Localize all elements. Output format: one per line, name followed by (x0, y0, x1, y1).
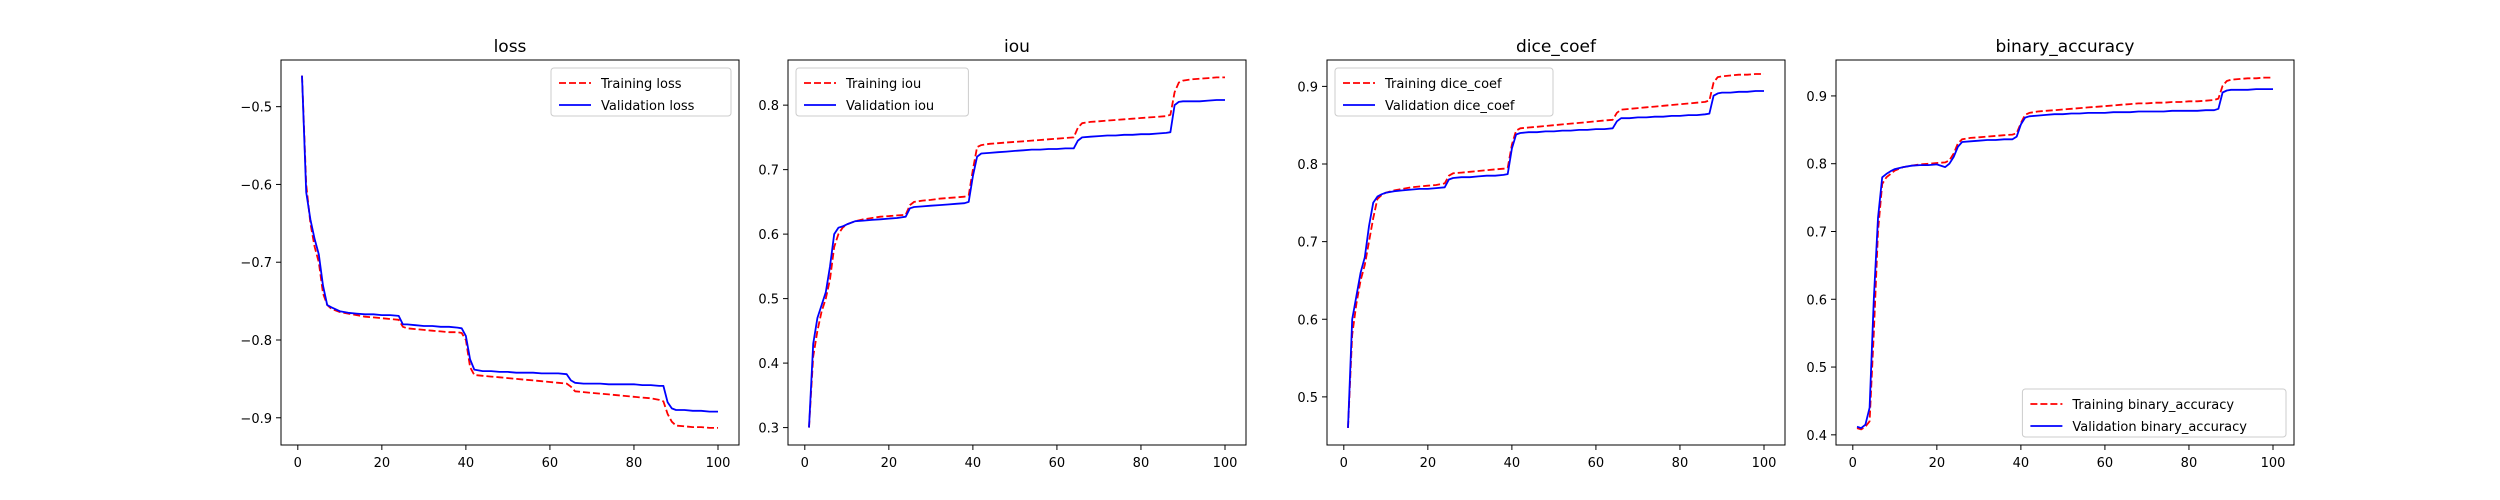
x-tick-label: 20 (374, 456, 391, 471)
series-line-training-binary-accuracy (1856, 76, 2273, 431)
subplot-iou: iou 0 20 40 60 80 100 0.3 0.4 0.5 0.6 0.7 0.8 Trainin… (758, 37, 1247, 471)
y-tick-label: 0.5 (758, 293, 779, 308)
series-line-validation-dice-coef (1347, 90, 1764, 428)
series-line-training-loss (301, 75, 718, 429)
x-tick-label: 40 (1504, 456, 1521, 471)
y-tick-label: 0.5 (1806, 361, 1827, 376)
x-tick-label: 100 (2261, 456, 2286, 471)
y-tick-label: 0.9 (1297, 80, 1318, 95)
legend-label: Training dice_coef (1384, 77, 1502, 92)
subplot-dice-coef: dice_coef 0 20 40 60 80 100 0.5 0.6 0.7 0.8 0.9 Trai… (1297, 37, 1786, 471)
plot-frame (1326, 59, 1786, 446)
plot-frame (787, 59, 1247, 446)
legend-label: Validation iou (846, 99, 934, 114)
y-tick-label: 0.7 (758, 164, 779, 179)
y-tick-label: 0.4 (758, 357, 779, 372)
y-tick-label: 0.4 (1806, 429, 1827, 444)
x-tick-label: 80 (2181, 456, 2198, 471)
x-tick-label: 100 (1752, 456, 1777, 471)
legend: Training iou Validation iou (795, 67, 969, 117)
x-tick-label: 80 (626, 456, 643, 471)
x-tick-label: 60 (1049, 456, 1066, 471)
series-line-validation-iou (808, 99, 1225, 428)
x-tick-label: 60 (2097, 456, 2114, 471)
legend-label: Validation loss (601, 99, 695, 114)
y-tick-label: 0.6 (758, 228, 779, 243)
x-tick-label: 20 (1929, 456, 1946, 471)
legend: Training loss Validation loss (550, 67, 732, 117)
y-tick-label: 0.8 (758, 99, 779, 114)
x-tick-label: 40 (458, 456, 475, 471)
plot-frame (1835, 59, 2295, 446)
x-tick-label: 100 (1213, 456, 1238, 471)
subplot-binary-accuracy: binary_accuracy 0 20 40 60 80 100 0.4 0.5 0.6 0.7 0… (1806, 37, 2295, 471)
legend-box (795, 67, 969, 117)
x-tick-label: 80 (1672, 456, 1689, 471)
y-tick-label: 0.7 (1806, 225, 1827, 240)
series-line-training-iou (808, 76, 1225, 428)
y-tick-label: 0.8 (1806, 158, 1827, 173)
y-tick-label: −0.9 (240, 412, 272, 427)
series-line-validation-loss (301, 75, 718, 413)
y-tick-label: 0.6 (1297, 313, 1318, 328)
legend-box (1334, 67, 1554, 117)
y-tick-label: 0.7 (1297, 236, 1318, 251)
legend: Training dice_coef Validation dice_coef (1334, 67, 1554, 117)
x-tick-label: 80 (1133, 456, 1150, 471)
plot-frame (280, 59, 740, 446)
x-tick-label: 20 (881, 456, 898, 471)
subplot-title: loss (494, 37, 527, 57)
y-tick-label: −0.7 (240, 256, 272, 271)
x-tick-label: 60 (1588, 456, 1605, 471)
y-tick-label: −0.5 (240, 101, 272, 116)
x-tick-label: 100 (706, 456, 731, 471)
series-line-training-dice-coef (1347, 73, 1764, 428)
legend-label: Validation binary_accuracy (2072, 420, 2247, 435)
legend-label: Training binary_accuracy (2071, 398, 2234, 413)
subplot-loss: loss 0 20 40 60 80 100 −0.5 −0.6 −0.7 −0.8 −0.9 Trai… (240, 37, 740, 471)
legend: Training binary_accuracy Validation binar… (2021, 388, 2287, 438)
subplot-title: iou (1004, 37, 1030, 57)
y-tick-label: 0.5 (1297, 391, 1318, 406)
subplot-title: binary_accuracy (1996, 37, 2135, 57)
x-tick-label: 0 (294, 456, 302, 471)
y-tick-label: 0.3 (758, 422, 779, 437)
legend-box (2021, 388, 2287, 438)
legend-box (550, 67, 732, 117)
y-tick-label: −0.6 (240, 178, 272, 193)
x-tick-label: 0 (1849, 456, 1857, 471)
legend-label: Validation dice_coef (1385, 99, 1515, 114)
series-line-validation-binary-accuracy (1856, 88, 2273, 430)
legend-label: Training loss (600, 77, 682, 92)
x-tick-label: 40 (965, 456, 982, 471)
x-tick-label: 60 (542, 456, 559, 471)
y-tick-label: 0.9 (1806, 90, 1827, 105)
x-tick-label: 0 (801, 456, 809, 471)
y-tick-label: 0.8 (1297, 158, 1318, 173)
legend-label: Training iou (845, 77, 921, 92)
subplot-title: dice_coef (1516, 37, 1597, 57)
y-tick-label: −0.8 (240, 334, 272, 349)
x-tick-label: 40 (2013, 456, 2030, 471)
x-tick-label: 0 (1340, 456, 1348, 471)
y-tick-label: 0.6 (1806, 293, 1827, 308)
x-tick-label: 20 (1420, 456, 1437, 471)
